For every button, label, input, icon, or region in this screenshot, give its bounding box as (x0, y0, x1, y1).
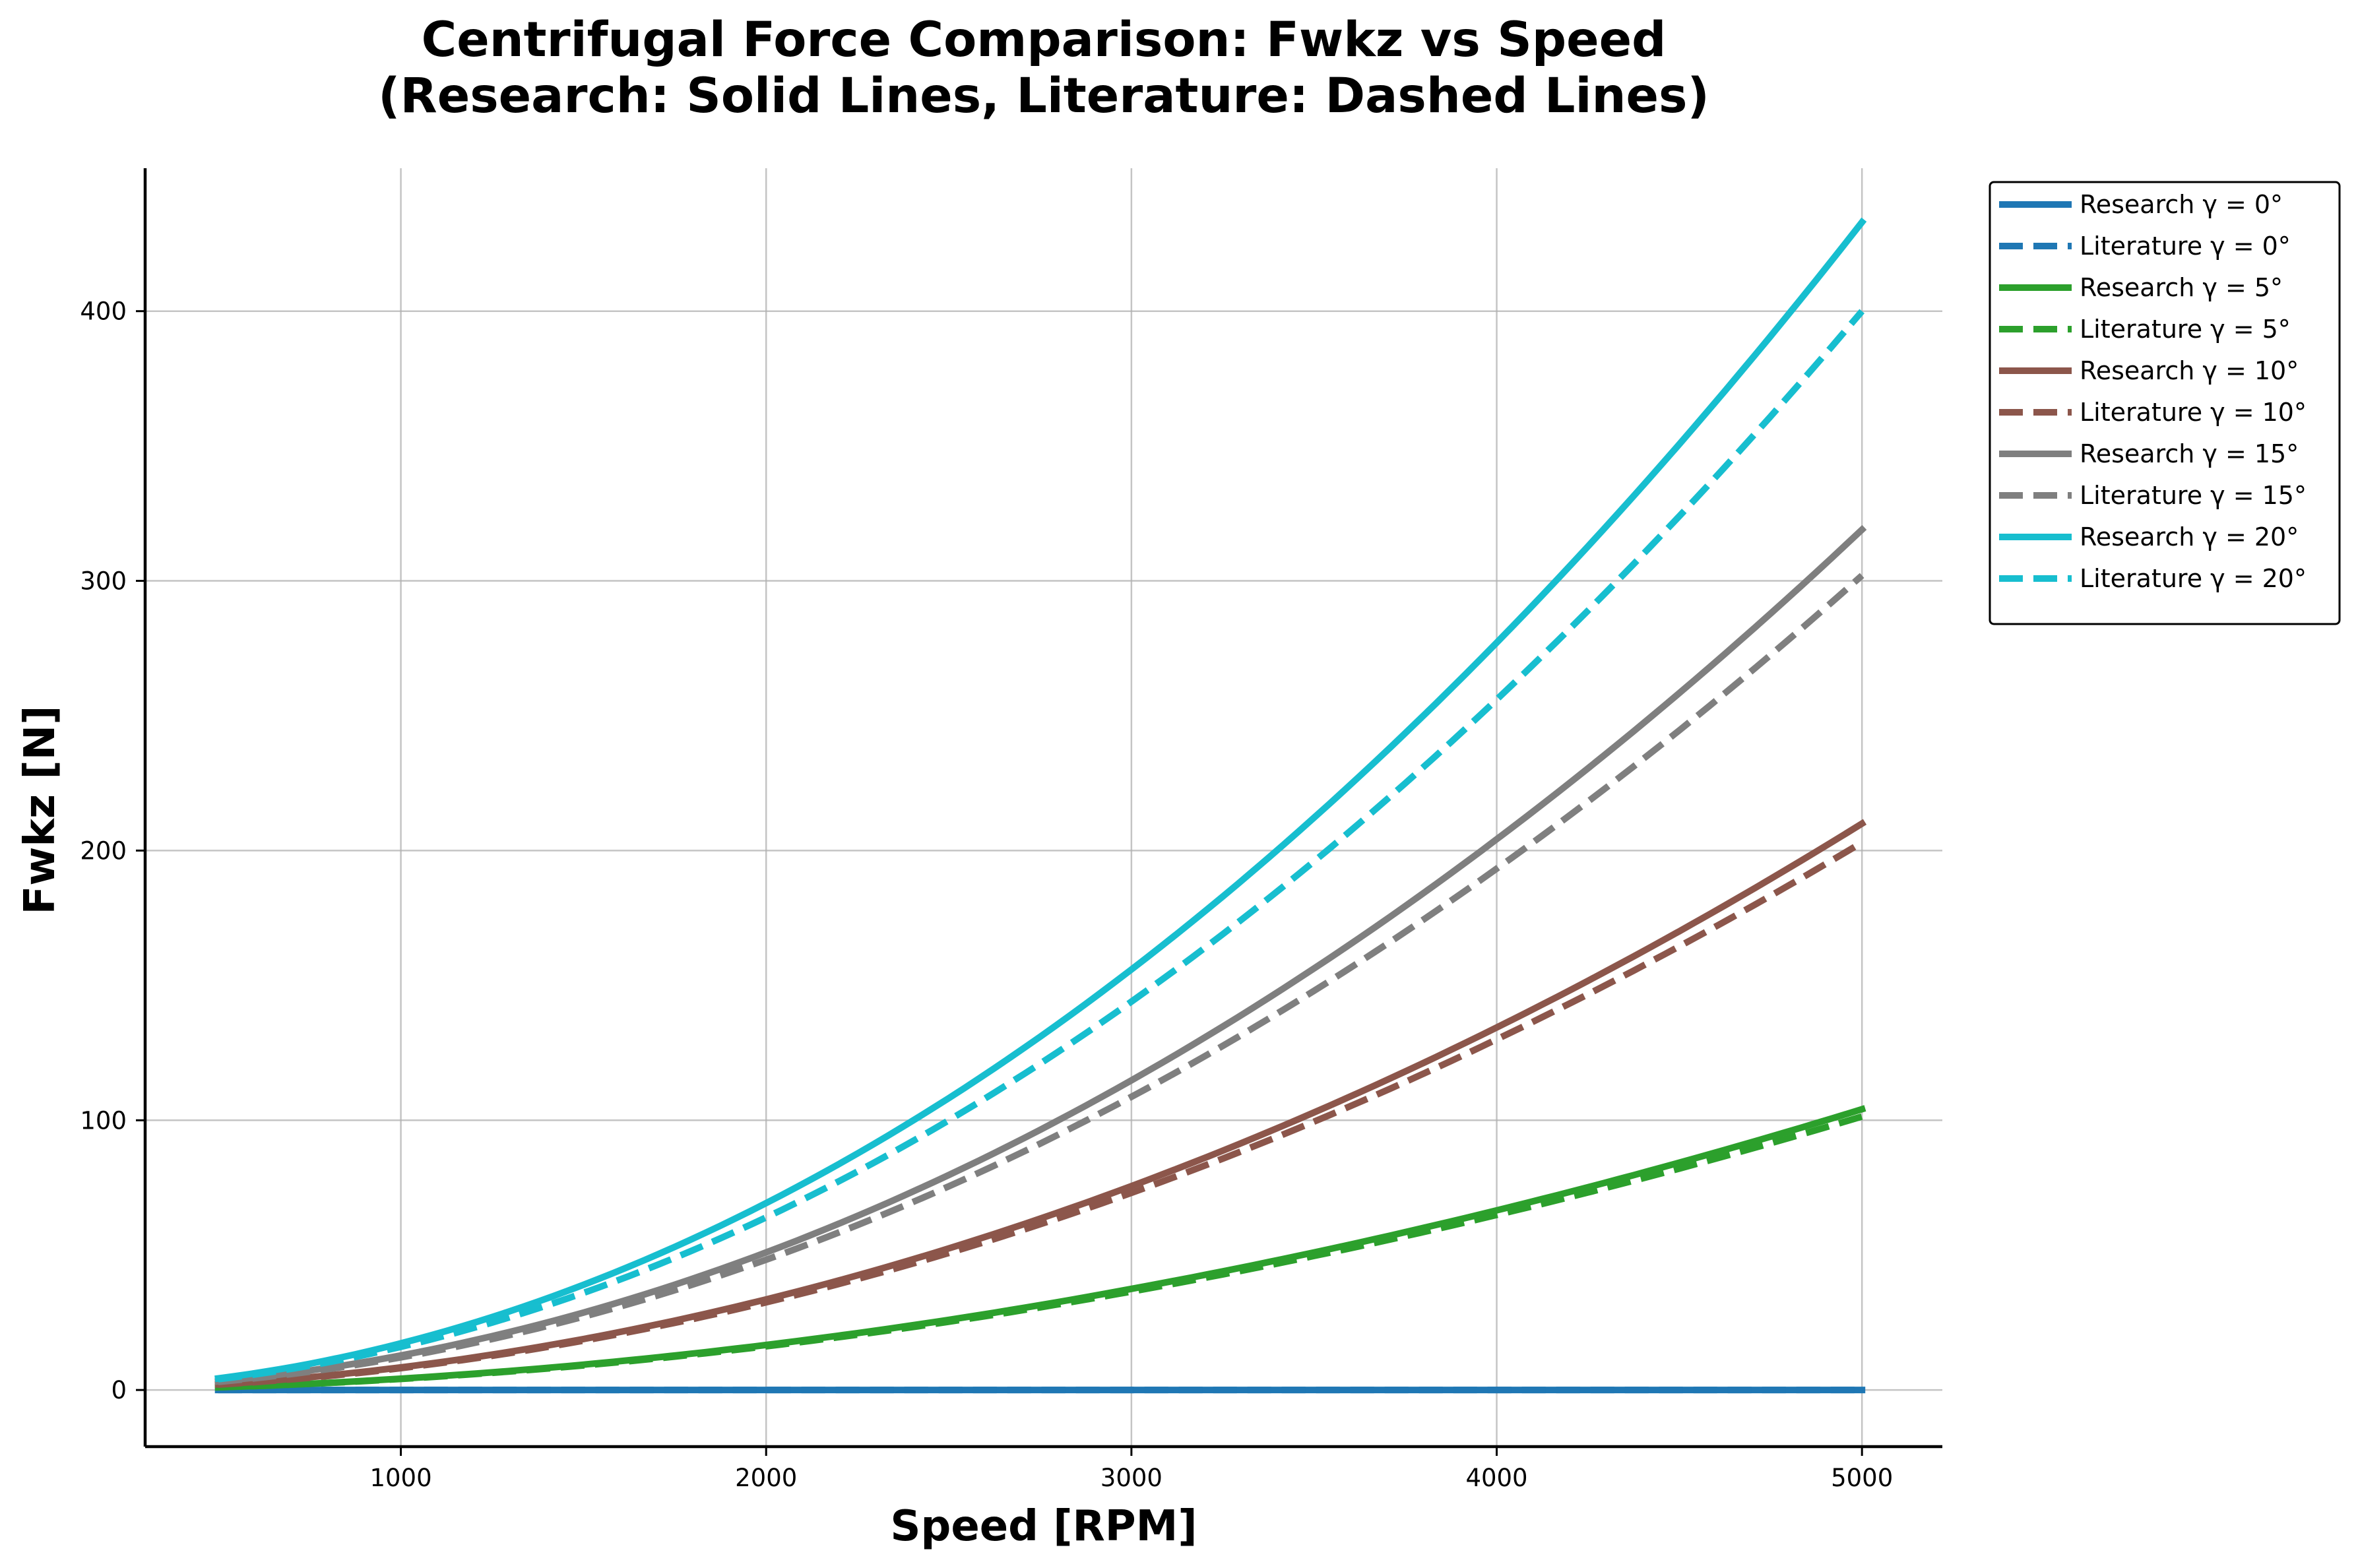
series-line-10 (218, 309, 1865, 1383)
legend-label: Literature γ = 15° (2080, 481, 2307, 510)
series-line-9 (214, 217, 1867, 1383)
legend-label: Research γ = 10° (2080, 356, 2299, 385)
series-line-6 (218, 839, 1864, 1388)
series-lines (214, 217, 1867, 1394)
legend: Research γ = 0° Literature γ = 0° Research… (1989, 181, 2341, 625)
legend-label: Research γ = 20° (2080, 522, 2299, 551)
x-tick-label: 1000 (369, 1464, 431, 1492)
x-tick-label: 5000 (1831, 1464, 1893, 1492)
series-line-7 (214, 524, 1867, 1385)
tick-labels: 1000 2000 3000 4000 5000 0 100 200 300 400 (80, 298, 1893, 1492)
y-axis-label: Fwkz [N] (16, 706, 65, 915)
y-tick-label: 400 (80, 298, 127, 326)
y-tick-label: 100 (80, 1106, 127, 1135)
y-tick-label: 200 (80, 836, 127, 865)
y-tick-label: 300 (80, 567, 127, 596)
x-tick-label: 3000 (1100, 1464, 1163, 1492)
legend-label: Research γ = 0° (2080, 190, 2283, 219)
legend-box (1989, 181, 2341, 625)
series-line-4 (218, 1113, 1863, 1391)
x-axis-label: Speed [RPM] (890, 1502, 1197, 1551)
legend-label: Literature γ = 10° (2080, 398, 2307, 427)
x-tick-label: 2000 (735, 1464, 797, 1492)
legend-label: Research γ = 15° (2080, 439, 2299, 468)
x-tick-label: 4000 (1465, 1464, 1527, 1492)
legend-label: Literature γ = 5° (2080, 315, 2291, 344)
legend-label: Research γ = 5° (2080, 273, 2283, 302)
legend-label: Literature γ = 20° (2080, 564, 2307, 593)
series-line-8 (218, 573, 1864, 1385)
chart-title: Centrifugal Force Comparison: Fwkz vs Sp… (422, 12, 1667, 68)
y-tick-label: 0 (111, 1376, 127, 1404)
legend-label: Literature γ = 0° (2080, 232, 2291, 261)
grid (145, 168, 1942, 1447)
chart-subtitle: (Research: Solid Lines, Literature: Dash… (378, 68, 1709, 124)
axes (136, 168, 1942, 1456)
series-line-5 (214, 819, 1867, 1388)
